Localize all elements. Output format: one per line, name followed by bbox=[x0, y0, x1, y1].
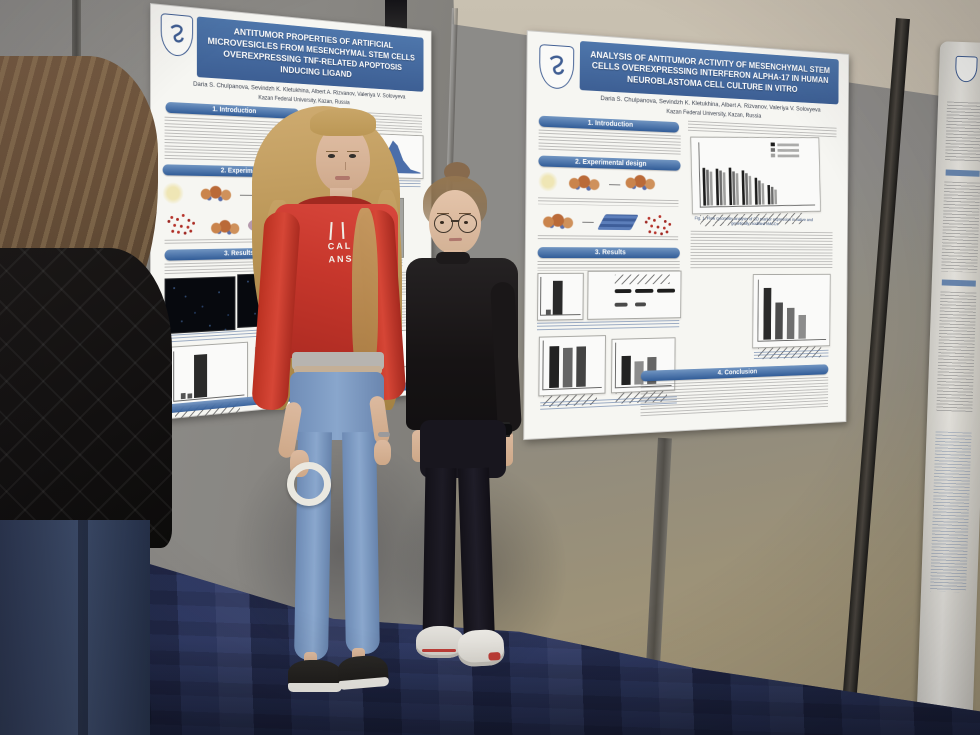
shadow bbox=[230, 430, 450, 670]
white-sneaker bbox=[457, 628, 505, 668]
chart-bars bbox=[763, 287, 806, 340]
conclusion-text bbox=[640, 376, 829, 418]
sneaker-red-stripe bbox=[422, 649, 456, 652]
hair-top bbox=[310, 108, 376, 136]
results-text bbox=[690, 230, 833, 269]
cell-cluster-diagram bbox=[565, 174, 606, 194]
side-poster-section-bar bbox=[941, 279, 976, 287]
university-crest-icon bbox=[954, 55, 978, 83]
university-crest-icon bbox=[160, 13, 194, 58]
poster-right: ANALYSIS OF ANTITUMOR ACTIVITY OF MESENC… bbox=[523, 30, 850, 441]
side-poster-figure bbox=[930, 431, 972, 593]
mouth bbox=[448, 237, 463, 242]
microvesicle-dots-diagram bbox=[647, 216, 651, 220]
light-source-diagram bbox=[162, 182, 184, 205]
grouped-bar-chart-figure bbox=[538, 335, 606, 408]
black-sneaker bbox=[288, 660, 342, 692]
jeans-hips bbox=[290, 372, 384, 440]
diagram-arrow bbox=[582, 221, 594, 223]
eye bbox=[349, 154, 356, 158]
cell-cluster-diagram bbox=[196, 184, 238, 205]
leg-seam-shadow bbox=[78, 520, 88, 735]
eye bbox=[328, 154, 335, 158]
glasses-bridge bbox=[451, 220, 459, 222]
bar-chart-figure bbox=[752, 273, 831, 360]
chart-legend bbox=[770, 142, 800, 160]
eye bbox=[464, 221, 468, 224]
culture-plate-diagram bbox=[597, 214, 639, 231]
western-blot-figure bbox=[587, 270, 682, 320]
jeans-leg bbox=[342, 431, 380, 655]
cd-marker-bar-chart-figure bbox=[690, 136, 821, 227]
black-sneaker bbox=[336, 653, 390, 691]
dark-jeans bbox=[0, 520, 150, 735]
diagram-arrow bbox=[609, 184, 621, 186]
side-poster-text bbox=[945, 101, 980, 163]
cell-cluster-diagram bbox=[539, 213, 579, 232]
side-poster-text bbox=[941, 181, 980, 273]
black-quilted-jacket bbox=[0, 248, 172, 548]
zilant-dragon-glyph bbox=[546, 52, 568, 81]
results-text bbox=[537, 261, 680, 271]
chart-bars bbox=[180, 354, 208, 400]
face bbox=[429, 190, 481, 254]
zilant-dragon-glyph bbox=[167, 22, 186, 49]
pant-leg bbox=[422, 467, 457, 641]
eyebrow bbox=[437, 210, 449, 214]
cell-cluster-diagram bbox=[622, 173, 661, 194]
diagram-labels bbox=[538, 197, 679, 207]
mouth bbox=[335, 176, 350, 180]
section-introduction: 1. Introduction bbox=[165, 101, 300, 120]
figure-caption bbox=[536, 320, 680, 331]
belt bbox=[294, 366, 382, 374]
fig1-caption: Fig. 1. Flow cytometry analysis of CD ma… bbox=[694, 215, 813, 227]
section-results: 3. Results bbox=[537, 247, 680, 259]
poster-left-title: ANTITUMOR PROPERTIES OF ARTIFICIAL MICRO… bbox=[196, 16, 424, 92]
diagram-labels bbox=[537, 235, 679, 243]
light-source-diagram bbox=[538, 171, 558, 192]
figure-caption bbox=[753, 349, 829, 361]
introduction-text bbox=[538, 129, 681, 157]
tape-roll bbox=[287, 462, 331, 506]
quilt-pattern bbox=[0, 248, 172, 548]
sneaker-red-heel bbox=[488, 651, 501, 661]
undershirt-band bbox=[292, 352, 384, 370]
hand bbox=[374, 440, 391, 465]
white-sneaker bbox=[416, 626, 464, 658]
side-poster-text bbox=[936, 291, 977, 413]
eyebrow bbox=[347, 148, 359, 152]
side-poster-section-bar bbox=[945, 169, 980, 177]
glasses-right-lens bbox=[458, 214, 477, 233]
chart-bars bbox=[549, 345, 587, 389]
microvesicle-dots-diagram bbox=[170, 215, 174, 219]
diagram-arrow bbox=[239, 194, 253, 196]
chart-bars bbox=[702, 167, 780, 206]
bar-chart-figure bbox=[537, 272, 584, 321]
fluorescence-image bbox=[164, 276, 236, 335]
pant-leg bbox=[457, 467, 496, 645]
eye bbox=[440, 221, 444, 224]
cell-cluster-diagram bbox=[208, 219, 245, 238]
section-experimental-design: 2. Experimental design bbox=[538, 155, 681, 171]
bracelet bbox=[378, 432, 390, 437]
eyebrow bbox=[326, 148, 338, 152]
eyebrow bbox=[459, 210, 471, 214]
chart-bars bbox=[545, 280, 563, 315]
nose bbox=[339, 162, 346, 170]
university-crest-icon bbox=[539, 43, 575, 90]
glasses-left-lens bbox=[434, 214, 453, 233]
poster-right-title: ANALYSIS OF ANTITUMOR ACTIVITY OF MESENC… bbox=[579, 40, 839, 105]
sweater-collar bbox=[436, 252, 470, 264]
